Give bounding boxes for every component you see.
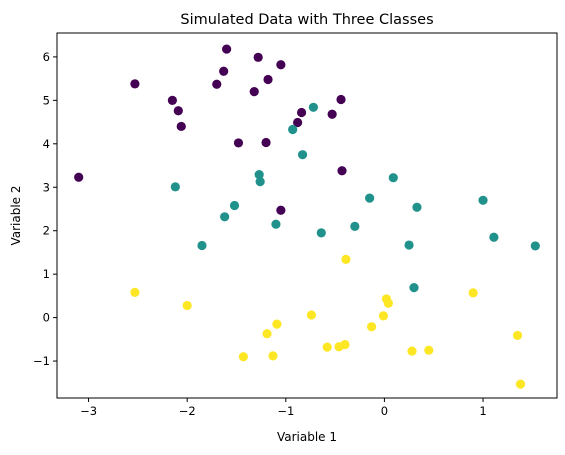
y-tick-label: 6 [43,50,50,64]
data-point [336,94,346,105]
data-point [229,200,240,211]
data-point [197,240,207,251]
data-point [212,79,222,89]
data-point [253,52,263,62]
data-point [130,287,140,298]
y-tick-label: 4 [43,137,50,151]
y-tick-label: 1 [43,267,50,281]
data-point [255,177,265,187]
x-tick-label: −1 [277,404,294,418]
data-point [412,202,422,212]
y-axis-label: Variable 2 [9,185,23,245]
data-point [297,150,308,160]
data-point [340,339,350,350]
data-point [170,182,180,192]
data-point [296,107,307,118]
data-point [489,232,499,242]
data-point [272,319,282,329]
data-points [74,44,540,389]
y-tick-label: −1 [33,354,50,368]
data-point [271,219,281,229]
data-point [249,87,259,97]
data-point [308,102,319,112]
data-point [378,311,389,321]
data-point [404,240,414,250]
data-point [130,79,140,89]
chart-title: Simulated Data with Three Classes [180,12,433,28]
data-point [254,170,264,180]
data-point [515,379,526,389]
data-point [263,74,273,85]
data-point [316,228,326,238]
x-axis: −3 −2 −1 0 1 [80,398,487,418]
data-point [176,121,186,132]
x-axis-label: Variable 1 [277,430,337,444]
data-point [268,351,278,361]
x-tick-label: −2 [179,404,196,418]
data-point [167,95,177,105]
data-point [365,193,375,203]
y-tick-label: 3 [43,180,50,194]
data-point [220,212,230,222]
data-point [288,124,298,135]
data-point [222,44,232,54]
data-point [261,137,271,148]
y-tick-label: 5 [43,93,50,107]
data-point [388,173,398,183]
data-point [530,241,540,251]
data-point [341,254,351,264]
data-point [293,117,303,128]
data-point [327,109,337,119]
data-point [424,345,434,355]
data-point [409,283,419,293]
plot-area-frame [56,32,558,399]
data-point [182,300,192,311]
y-tick-label: 2 [43,224,50,238]
data-point [337,166,347,176]
data-point [262,329,272,339]
data-point [322,342,332,352]
x-tick-label: 0 [381,404,388,418]
data-point [512,330,523,341]
data-point [383,298,393,308]
data-point [306,310,317,320]
data-point [366,322,377,332]
y-axis: −1 0 1 2 3 4 5 6 [33,50,57,368]
data-point [350,221,360,231]
data-point [276,205,286,215]
x-tick-label: 1 [479,404,486,418]
data-point [238,352,248,362]
data-point [276,60,286,70]
y-tick-label: 0 [43,311,50,325]
data-point [407,346,417,356]
data-point [478,195,488,205]
data-point [74,172,84,182]
data-point [233,138,244,148]
data-point [173,106,183,116]
data-point [468,288,478,298]
x-tick-label: −3 [80,404,97,418]
data-point [219,66,229,76]
